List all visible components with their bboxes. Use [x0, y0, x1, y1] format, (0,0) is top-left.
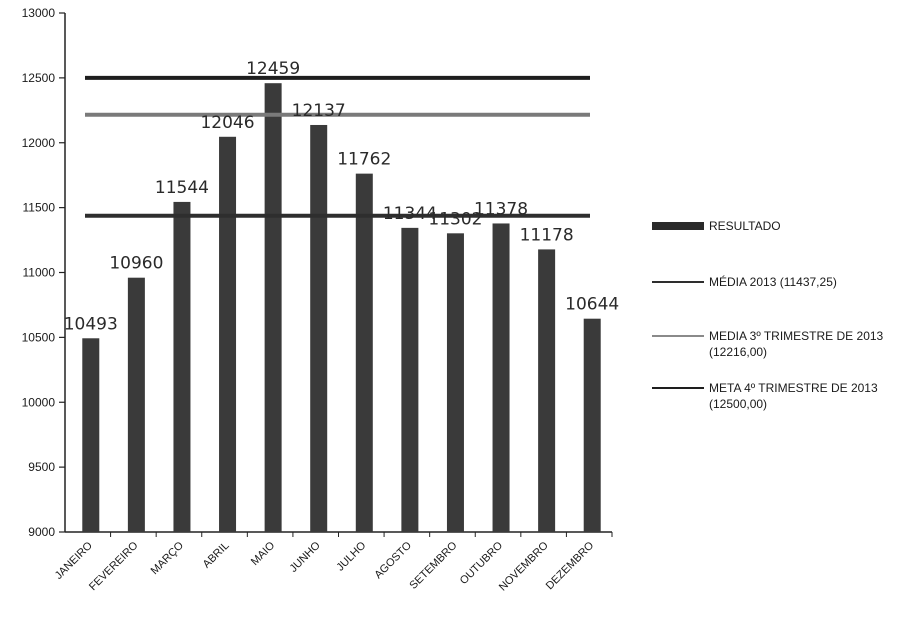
- x-tick-label: ABRIL: [201, 540, 232, 571]
- x-tick-label: FEVEREIRO: [87, 539, 141, 593]
- y-axis: 9000 9500 10000 10500 11000 11500 12000 12500 13…: [22, 6, 66, 539]
- x-tick-label: NOVEMBRO: [497, 539, 551, 593]
- legend-label: META 4º TRIMESTRE DE 2013: [709, 381, 878, 395]
- data-label: 10493: [64, 314, 118, 334]
- legend-label: RESULTADO: [709, 219, 781, 233]
- reference-lines: [85, 75, 590, 218]
- legend-label: MÉDIA 2013 (11437,25): [709, 274, 837, 289]
- bar: [446, 233, 464, 533]
- legend: RESULTADO MÉDIA 2013 (11437,25) MEDIA 3º T…: [652, 219, 884, 411]
- y-tick-label: 11000: [23, 266, 56, 280]
- data-label: 12046: [200, 113, 254, 133]
- data-label: 11762: [337, 150, 391, 170]
- bar: [127, 277, 145, 532]
- data-label: 11378: [474, 199, 528, 219]
- x-tick-label: JUNHO: [288, 539, 324, 575]
- bar: [82, 338, 100, 532]
- bar: [583, 318, 601, 532]
- y-tick-label: 9500: [28, 460, 55, 474]
- bar: [173, 201, 191, 532]
- x-tick-label: AGOSTO: [372, 539, 414, 581]
- data-label: 10644: [565, 295, 619, 315]
- data-labels: 10493 10960 11544 12046 12459 12137 11762 11344…: [64, 59, 620, 334]
- y-tick-label: 10000: [22, 395, 56, 409]
- x-tick-label: SETEMBRO: [407, 539, 459, 591]
- bar: [219, 136, 237, 532]
- x-tick-label: MARÇO: [149, 539, 187, 577]
- x-tick-label: DEZEMBRO: [544, 539, 597, 592]
- bar: [355, 173, 373, 532]
- data-label: 11544: [155, 178, 209, 198]
- legend-label: (12216,00): [709, 345, 767, 359]
- y-tick-label: 12000: [22, 136, 56, 150]
- legend-label: MEDIA 3º TRIMESTRE DE 2013: [709, 329, 884, 343]
- bar: [310, 124, 328, 533]
- data-label: 11178: [520, 225, 574, 245]
- data-label: 11302: [428, 209, 482, 229]
- x-tick-label: MAIO: [249, 539, 278, 568]
- legend-swatch: [652, 222, 704, 230]
- data-label: 12137: [292, 101, 346, 121]
- y-tick-label: 11500: [23, 201, 56, 215]
- y-tick-label: 12500: [22, 71, 56, 85]
- y-tick-label: 13000: [22, 6, 56, 20]
- x-tick-label: JULHO: [334, 539, 368, 573]
- data-label: 10960: [109, 254, 163, 274]
- data-label: 11344: [383, 204, 437, 224]
- bar: [401, 227, 419, 532]
- y-tick-label: 10500: [22, 330, 56, 344]
- y-tick-label: 9000: [28, 525, 55, 539]
- bars: [82, 83, 601, 533]
- x-tick-label: JANEIRO: [53, 539, 96, 582]
- bar: [538, 249, 556, 533]
- bar: [264, 83, 282, 532]
- legend-label: (12500,00): [709, 397, 767, 411]
- x-tick-label: OUTUBRO: [458, 539, 506, 587]
- data-label: 12459: [246, 59, 300, 79]
- bar: [492, 223, 510, 532]
